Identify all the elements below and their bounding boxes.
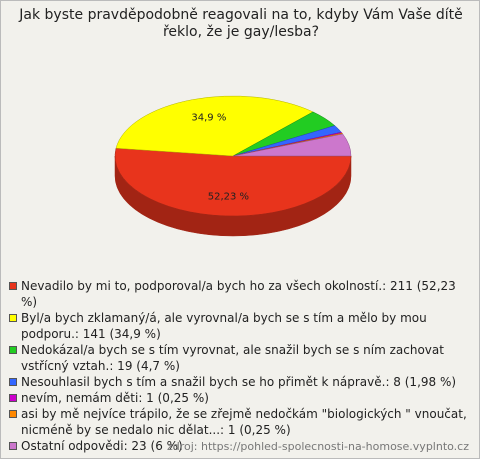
slice	[115, 95, 314, 157]
legend-item: Nedokázal/a bych se s tím vyrovnat, ale …	[9, 342, 471, 374]
legend-swatch	[9, 282, 17, 290]
legend-label: Nevadilo by mi to, podporoval/a bych ho …	[21, 279, 456, 309]
legend-label: Nedokázal/a bych se s tím vyrovnat, ale …	[21, 343, 444, 373]
legend-swatch	[9, 442, 17, 450]
source: zdroj: https://pohled-spolecnosti-na-hom…	[166, 440, 469, 453]
chart-title: Jak byste pravděpodobně reagovali na to,…	[19, 7, 463, 40]
slice	[114, 147, 352, 217]
slice-label: 52,23 %	[208, 192, 249, 203]
legend-item: Byl/a bych zklamaný/á, ale vyrovnal/a by…	[9, 310, 471, 342]
legend-label: Byl/a bych zklamaný/á, ale vyrovnal/a by…	[21, 311, 427, 341]
legend-item: Nevadilo by mi to, podporoval/a bych ho …	[9, 278, 471, 310]
legend-label: nevím, nemám děti: 1 (0,25 %)	[21, 391, 209, 405]
legend-item: asi by mě nejvíce trápilo, že se zřejmě …	[9, 406, 471, 438]
slice	[232, 133, 352, 157]
legend-swatch	[9, 394, 17, 402]
legend-swatch	[9, 346, 17, 354]
legend-label: Nesouhlasil bych s tím a snažil bych se …	[21, 375, 457, 389]
legend: Nevadilo by mi to, podporoval/a bych ho …	[9, 278, 471, 454]
pie: 52,23 % 34,9 %	[114, 95, 352, 237]
legend-swatch	[9, 410, 17, 418]
legend-item: nevím, nemám děti: 1 (0,25 %)	[9, 390, 471, 406]
legend-label: asi by mě nejvíce trápilo, že se zřejmě …	[21, 407, 467, 437]
legend-swatch	[9, 378, 17, 386]
legend-item: Ostatní odpovědi: 23 (6 %)	[9, 438, 471, 454]
legend-label: Ostatní odpovědi: 23 (6 %)	[21, 439, 183, 453]
slice-label: 34,9 %	[191, 113, 226, 124]
legend-item: Nesouhlasil bych s tím a snažil bych se …	[9, 374, 471, 390]
legend-swatch	[9, 314, 17, 322]
